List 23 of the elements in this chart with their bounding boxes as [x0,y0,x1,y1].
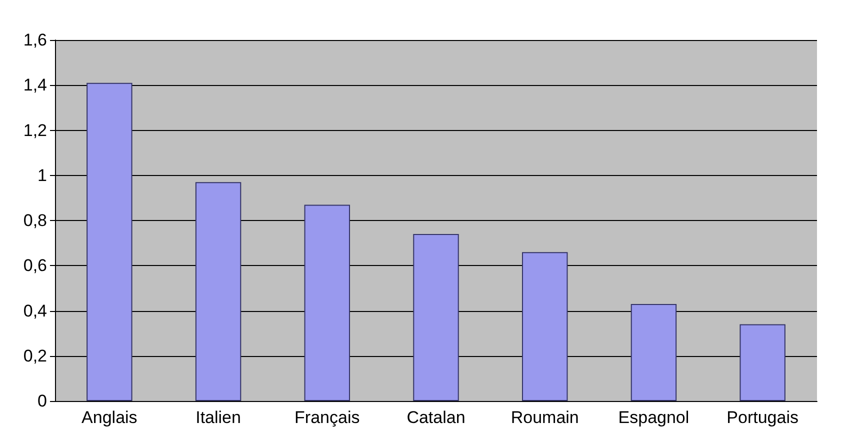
x-tick-label: Anglais [82,408,138,427]
y-tick-label: 0,4 [23,301,47,320]
y-tick-label: 1,2 [23,120,47,140]
bar [304,204,350,401]
y-tick-label: 0 [38,392,47,410]
x-tick-label: Portugais [726,408,798,427]
bar [195,182,242,401]
x-tick-label: Français [294,408,360,427]
y-tick-label: 1 [38,166,47,185]
x-tick-label: Roumain [510,408,579,427]
bar [630,304,677,401]
x-tick-label: Espagnol [618,408,690,427]
x-tick-label: Italien [196,408,241,427]
y-tick-label: 1,4 [23,76,47,95]
y-tick-label: 0,6 [23,256,47,276]
bar [522,252,568,401]
bar [86,82,132,401]
y-tick-label: 0,8 [23,211,47,230]
y-tick-label: 1,6 [23,30,47,50]
bar [413,234,459,401]
bar [740,324,786,401]
x-tick-label: Catalan [406,408,466,427]
y-tick-label: 0,2 [23,346,47,366]
